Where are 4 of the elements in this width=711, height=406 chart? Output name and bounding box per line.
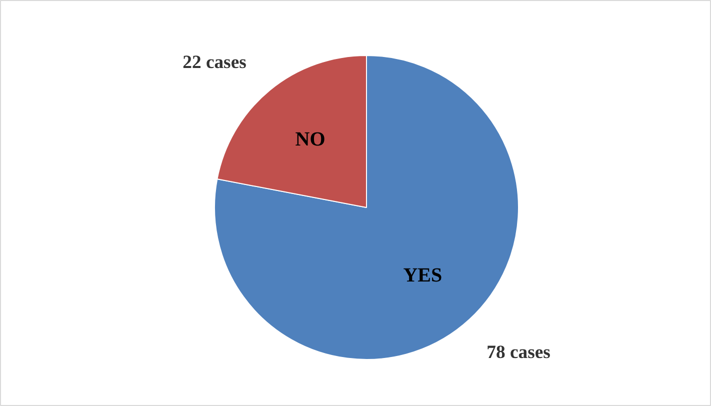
slice-label: NO bbox=[295, 128, 326, 151]
data-label: 78 cases bbox=[486, 342, 550, 364]
data-label: 22 cases bbox=[182, 52, 246, 73]
slice-label: YES bbox=[403, 264, 442, 286]
